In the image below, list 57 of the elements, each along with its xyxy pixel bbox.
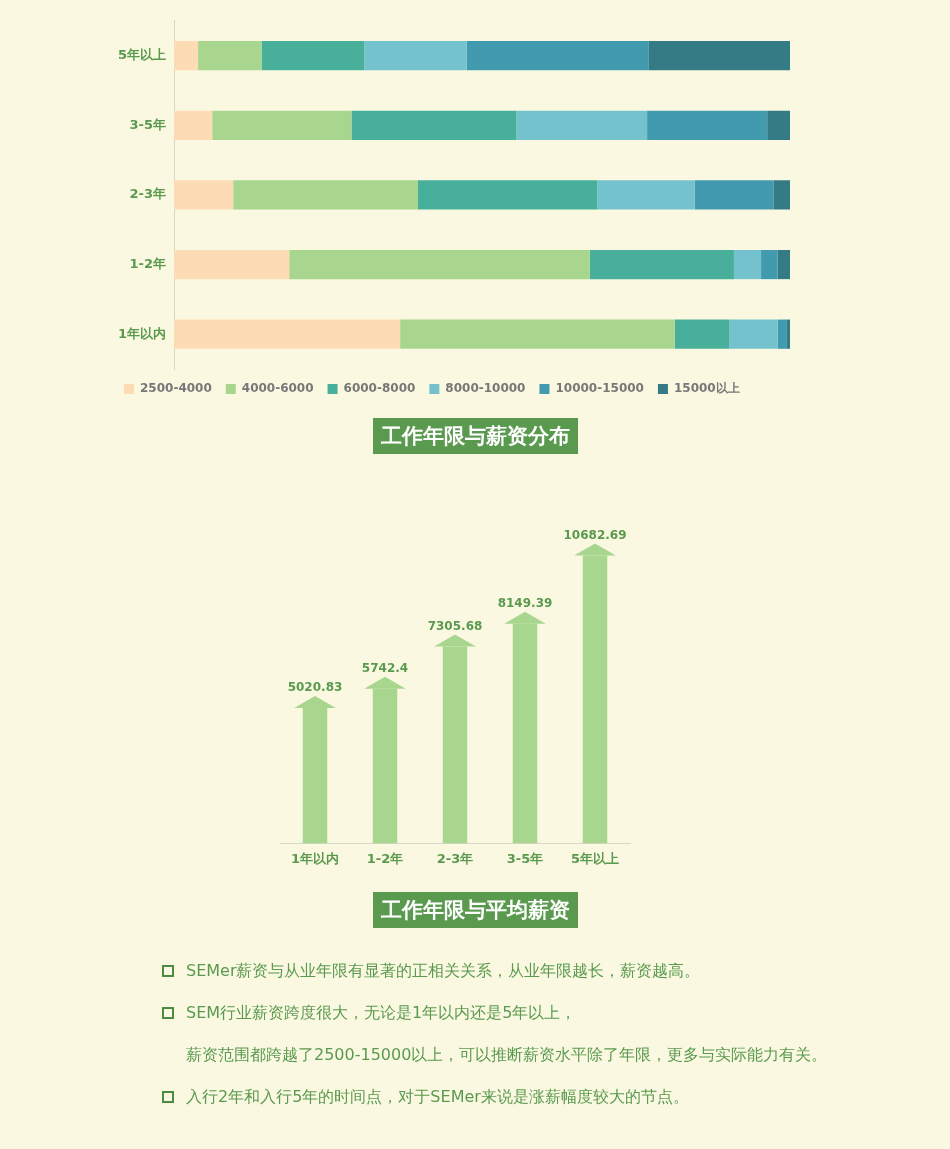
y-tick-label: 2-3年 [129,186,167,202]
bar [773,180,790,210]
bar [174,319,401,349]
bar [674,319,730,349]
bar [261,41,365,71]
legend-label: 6000-8000 [343,381,416,396]
bar [174,249,290,280]
legend-label: 2500-4000 [140,381,212,396]
legend-label: 4000-6000 [241,381,314,396]
text: SEM行业薪资跨度很大，无论是1年以内还是5年以上， [185,1002,578,1024]
bar [233,180,418,210]
x-tick-label: 1-2年 [366,850,404,866]
bar [417,180,598,210]
bar [648,41,790,71]
text: 工作年限与薪资分布 [372,418,578,454]
bar [198,41,262,71]
bar [733,249,762,280]
bar [786,319,790,349]
data-label: 5020.83 [287,680,343,695]
bar [777,319,787,349]
bar [400,319,675,349]
text: SEMer薪资与从业年限有显著的正相关关系，从业年限越长，薪资越高。 [185,960,702,982]
bar [729,319,778,349]
x-tick-label: 1年以内 [290,850,340,866]
bar [212,110,352,140]
y-tick-label: 5年以上 [118,46,167,62]
bar [516,110,648,140]
x-tick-label: 3-5年 [506,850,544,866]
legend-label: 10000-15000 [555,381,644,396]
data-label: 10682.69 [563,527,627,542]
bar [589,249,734,280]
bar [466,41,649,71]
bar [174,180,234,210]
bar [174,41,199,71]
y-tick-label: 3-5年 [129,116,167,132]
data-label: 8149.39 [497,595,553,610]
y-tick-label: 1-2年 [129,255,167,271]
bar [289,249,590,280]
x-tick-label: 5年以上 [570,850,620,866]
legend-label: 8000-10000 [445,381,526,396]
bar [761,249,778,280]
x-tick-label: 2-3年 [436,850,474,866]
data-label: 7305.68 [427,618,483,633]
bar [767,110,790,140]
bar [694,180,774,210]
bar [364,41,467,71]
bar [351,110,517,140]
bar [597,180,695,210]
text: 工作年限与平均薪资 [372,892,578,928]
text: 薪资范围都跨越了2500-15000以上，可以推断薪资水平除了年限，更多与实际能力有关。 [185,1044,829,1066]
legend-label: 15000以上 [673,381,740,396]
text: 入行2年和入行5年的时间点，对于SEMer来说是涨薪幅度较大的节点。 [185,1086,690,1108]
bar [777,249,790,280]
bar [174,110,213,140]
y-tick-label: 1年以内 [118,325,167,341]
data-label: 5742.4 [361,660,409,675]
bar [647,110,768,140]
